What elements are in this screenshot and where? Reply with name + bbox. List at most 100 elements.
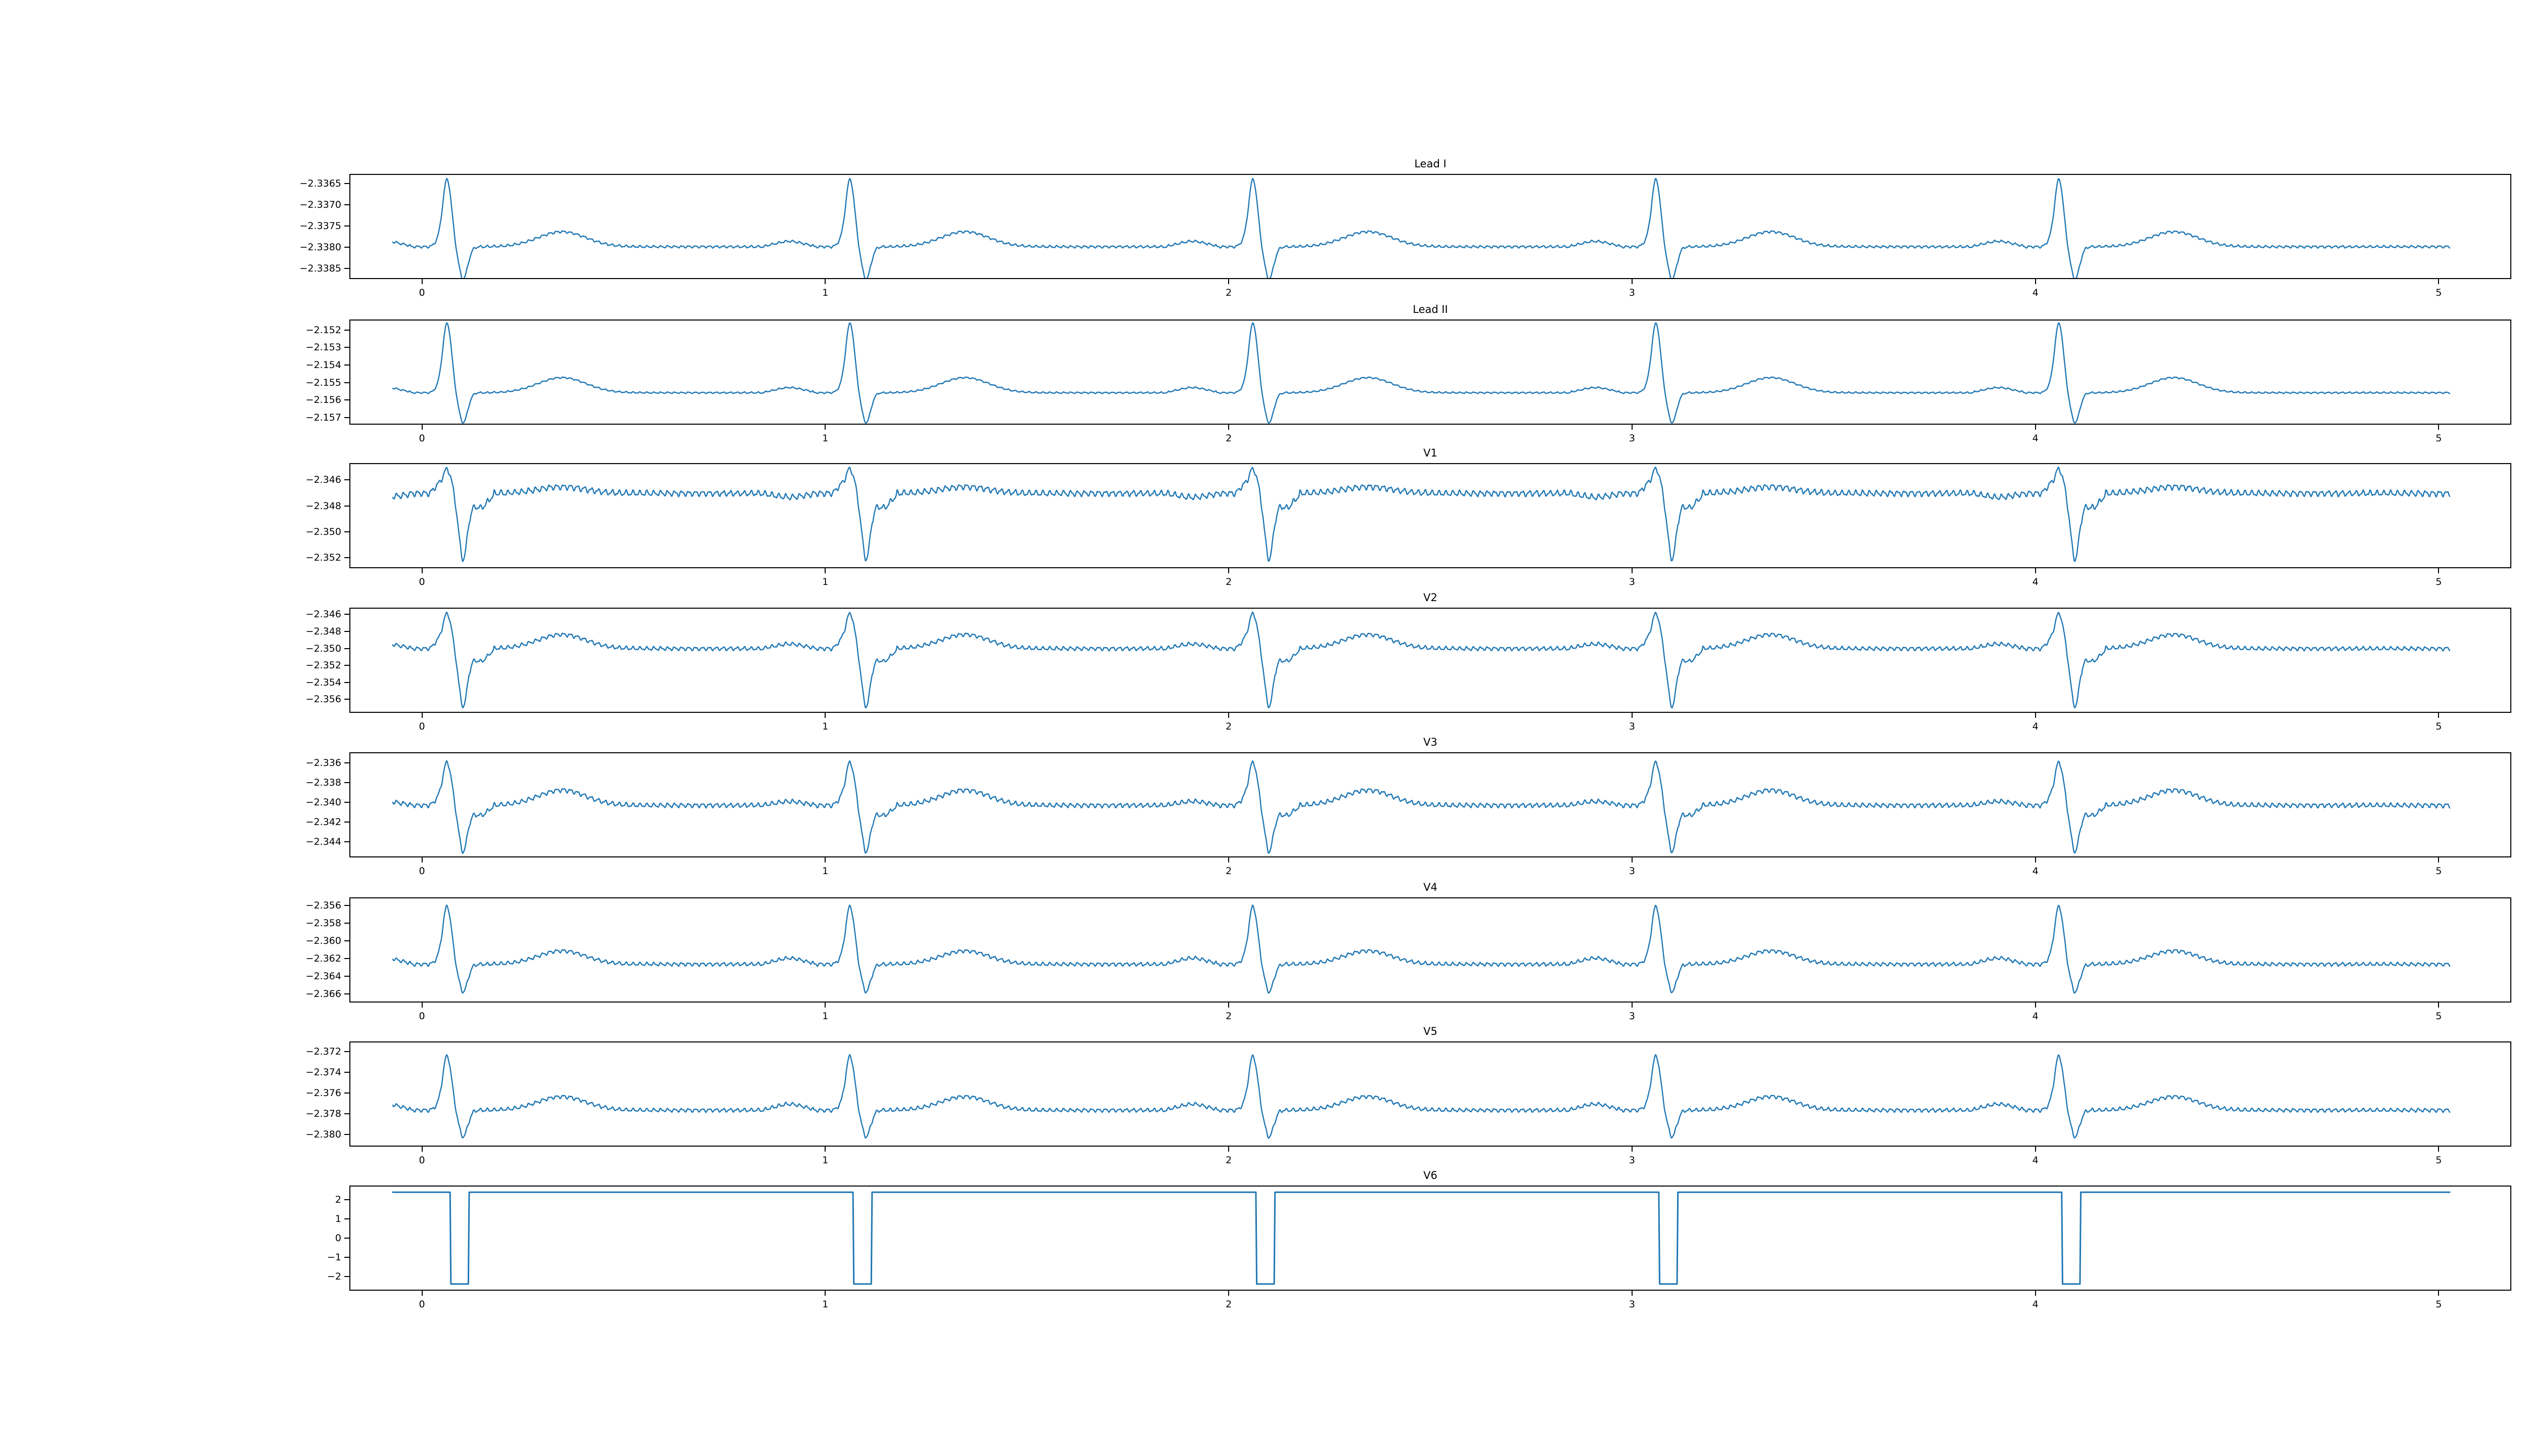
ytick-label-v5-3: −2.378: [305, 1108, 341, 1119]
ytick-mark-lead-i-2: [344, 225, 349, 226]
xtick-label-v2-3: 3: [1629, 721, 1635, 732]
xtick-mark-v4-2: [1228, 1003, 1230, 1008]
ytick-label-lead-ii-4: −2.156: [305, 394, 341, 406]
ecg-panel-lead-i: Lead I −2.3365 −2.3370 −2.3375 −2.3380 −2.338…: [0, 157, 2528, 298]
plot-area-v5: [349, 1041, 2511, 1147]
panel-title-v3: V3: [1423, 736, 1437, 748]
xtick-label-lead-ii-3: 3: [1629, 433, 1635, 444]
xtick-mark-v2-0: [421, 713, 423, 718]
ecg-panel-v2: V2 −2.346 −2.348 −2.350 −2.352 −2.354 −2.356 0 1…: [0, 590, 2528, 732]
ytick-mark-v1-0: [344, 479, 349, 481]
xtick-label-v3-3: 3: [1629, 866, 1635, 877]
ytick-label-lead-ii-5: −2.157: [305, 412, 341, 424]
xtick-mark-lead-i-2: [1228, 279, 1230, 284]
ytick-label-v6-0: 2: [335, 1194, 341, 1205]
xtick-label-v6-4: 4: [2032, 1299, 2039, 1310]
xtick-mark-v5-1: [825, 1147, 826, 1152]
ytick-label-v5-0: −2.372: [305, 1046, 341, 1058]
ytick-mark-lead-i-4: [344, 267, 349, 269]
ecg-trace-v2: [393, 612, 2450, 708]
xtick-label-v2-2: 2: [1226, 721, 1232, 732]
xtick-mark-lead-ii-1: [825, 425, 826, 430]
ytick-mark-lead-ii-0: [344, 329, 349, 331]
xtick-mark-v6-5: [2438, 1291, 2440, 1296]
ecg-trace-v6: [393, 1192, 2450, 1284]
ytick-label-v3-2: −2.340: [305, 797, 341, 808]
ecg-trace-v1: [393, 467, 2450, 561]
ytick-mark-v1-2: [344, 531, 349, 533]
xtick-mark-v1-3: [1631, 568, 1633, 573]
panel-title-lead-ii: Lead II: [1413, 303, 1448, 315]
ytick-mark-lead-ii-2: [344, 365, 349, 366]
ecg-panel-v4: V4 −2.356 −2.358 −2.360 −2.362 −2.364 −2.366 0 1…: [0, 880, 2528, 1022]
xtick-mark-v3-4: [2035, 857, 2036, 862]
plot-area-v2: [349, 608, 2511, 713]
xtick-label-v3-5: 5: [2435, 866, 2442, 877]
xtick-mark-v3-0: [421, 857, 423, 862]
ytick-label-v1-2: −2.350: [305, 526, 341, 538]
ytick-label-v2-3: −2.352: [305, 660, 341, 671]
ytick-label-v2-4: −2.354: [305, 676, 341, 688]
ytick-label-v4-0: −2.356: [305, 899, 341, 911]
ytick-label-v5-1: −2.374: [305, 1067, 341, 1078]
ytick-label-lead-ii-3: −2.155: [305, 377, 341, 388]
ytick-mark-v4-2: [344, 940, 349, 941]
xtick-mark-v2-2: [1228, 713, 1230, 718]
ytick-mark-lead-i-3: [344, 246, 349, 248]
ytick-mark-v6-4: [344, 1276, 349, 1278]
ytick-label-v5-4: −2.380: [305, 1128, 341, 1140]
xtick-mark-v4-1: [825, 1003, 826, 1008]
xtick-label-v1-2: 2: [1226, 576, 1232, 587]
ytick-mark-v2-2: [344, 648, 349, 649]
ytick-label-v2-0: −2.346: [305, 609, 341, 620]
xtick-mark-lead-ii-5: [2438, 425, 2440, 430]
xtick-label-lead-i-1: 1: [822, 287, 829, 298]
panel-title-v4: V4: [1423, 881, 1437, 893]
ytick-mark-v5-3: [344, 1113, 349, 1114]
xtick-mark-v4-3: [1631, 1003, 1633, 1008]
ytick-mark-v1-3: [344, 557, 349, 559]
ytick-label-lead-i-2: −2.3375: [299, 220, 341, 232]
xtick-mark-v6-3: [1631, 1291, 1633, 1296]
ecg-trace-v3: [393, 761, 2450, 853]
ytick-label-lead-i-4: −2.3385: [299, 262, 341, 274]
xtick-mark-v2-5: [2438, 713, 2440, 718]
xtick-label-lead-ii-2: 2: [1226, 433, 1232, 444]
ytick-label-v2-1: −2.348: [305, 625, 341, 637]
ytick-label-v1-3: −2.352: [305, 552, 341, 564]
xtick-label-lead-i-4: 4: [2032, 287, 2039, 298]
xtick-mark-v2-3: [1631, 713, 1633, 718]
ytick-mark-v3-2: [344, 802, 349, 803]
ytick-label-v4-2: −2.360: [305, 935, 341, 946]
ytick-mark-v3-4: [344, 841, 349, 842]
xtick-mark-v4-4: [2035, 1003, 2036, 1008]
xtick-label-v6-2: 2: [1226, 1299, 1232, 1310]
ecg-trace-v5: [393, 1055, 2450, 1138]
xtick-mark-v3-5: [2438, 857, 2440, 862]
ytick-mark-v5-1: [344, 1072, 349, 1073]
xtick-mark-v1-0: [421, 568, 423, 573]
ytick-label-lead-i-3: −2.3380: [299, 241, 341, 253]
ytick-label-lead-i-0: −2.3365: [299, 177, 341, 189]
xtick-label-v4-0: 0: [419, 1011, 425, 1022]
ytick-mark-v4-5: [344, 993, 349, 994]
xtick-mark-v6-1: [825, 1291, 826, 1296]
ytick-mark-v4-1: [344, 922, 349, 924]
ytick-mark-v1-1: [344, 505, 349, 507]
ytick-label-lead-ii-1: −2.153: [305, 342, 341, 353]
ecg-panel-v1: V1 −2.346 −2.348 −2.350 −2.352 0 1 2 3 4 5: [0, 446, 2528, 587]
ecg-panel-v6: V6 2 1 0 −1 −2 0 1 2 3 4 5: [0, 1168, 2528, 1310]
ytick-mark-lead-i-1: [344, 204, 349, 205]
xtick-label-v5-3: 3: [1629, 1155, 1635, 1166]
xtick-label-v5-1: 1: [822, 1155, 829, 1166]
xtick-label-v1-4: 4: [2032, 576, 2039, 587]
ytick-mark-v2-5: [344, 699, 349, 700]
xtick-mark-v5-5: [2438, 1147, 2440, 1152]
ytick-label-v1-1: −2.348: [305, 500, 341, 512]
ytick-label-v1-0: −2.346: [305, 474, 341, 486]
xtick-label-v4-5: 5: [2435, 1011, 2442, 1022]
xtick-mark-v5-0: [421, 1147, 423, 1152]
plot-area-v1: [349, 463, 2511, 568]
xtick-label-v6-5: 5: [2435, 1299, 2442, 1310]
xtick-mark-v1-2: [1228, 568, 1230, 573]
